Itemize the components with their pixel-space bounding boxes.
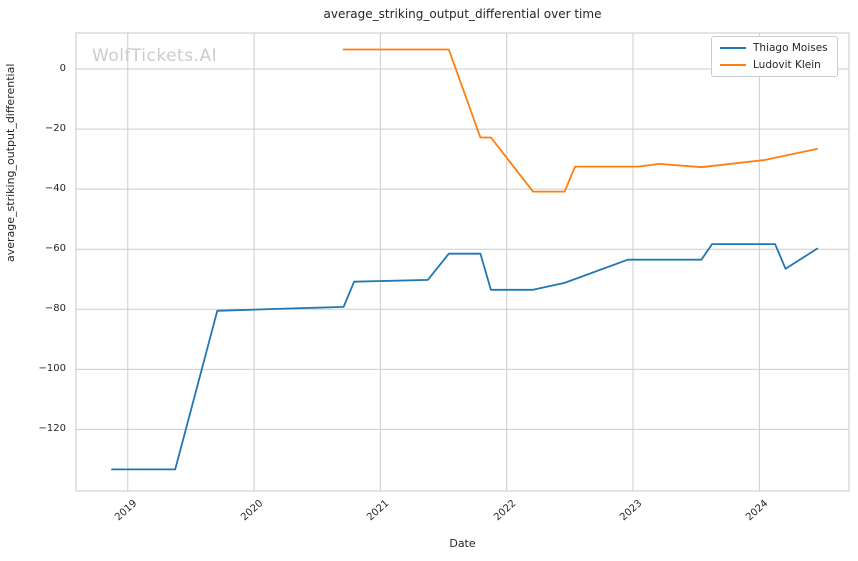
legend: Thiago Moises Ludovit Klein <box>711 36 838 77</box>
legend-label: Thiago Moises <box>753 42 828 54</box>
legend-label: Ludovit Klein <box>753 59 821 71</box>
y-tick-label: −120 <box>38 423 66 435</box>
y-tick-label: −40 <box>44 183 66 195</box>
legend-item-thiago-moises: Thiago Moises <box>720 42 828 54</box>
y-tick-label: −80 <box>44 303 66 315</box>
watermark: WolfTickets.AI <box>92 46 218 66</box>
plot-border <box>75 32 850 492</box>
x-axis-label: Date <box>449 537 476 550</box>
legend-line-swatch <box>720 64 746 66</box>
y-tick-label: −60 <box>44 243 66 255</box>
legend-item-ludovit-klein: Ludovit Klein <box>720 59 828 71</box>
legend-line-swatch <box>720 47 746 49</box>
line-thiago-moises <box>111 243 819 471</box>
y-tick-label: 0 <box>59 63 66 75</box>
chart-title: average_striking_output_differential ove… <box>323 7 602 21</box>
line-ludovit-klein <box>342 48 819 193</box>
y-tick-label: −20 <box>44 123 66 135</box>
y-tick-label: −100 <box>38 363 66 375</box>
